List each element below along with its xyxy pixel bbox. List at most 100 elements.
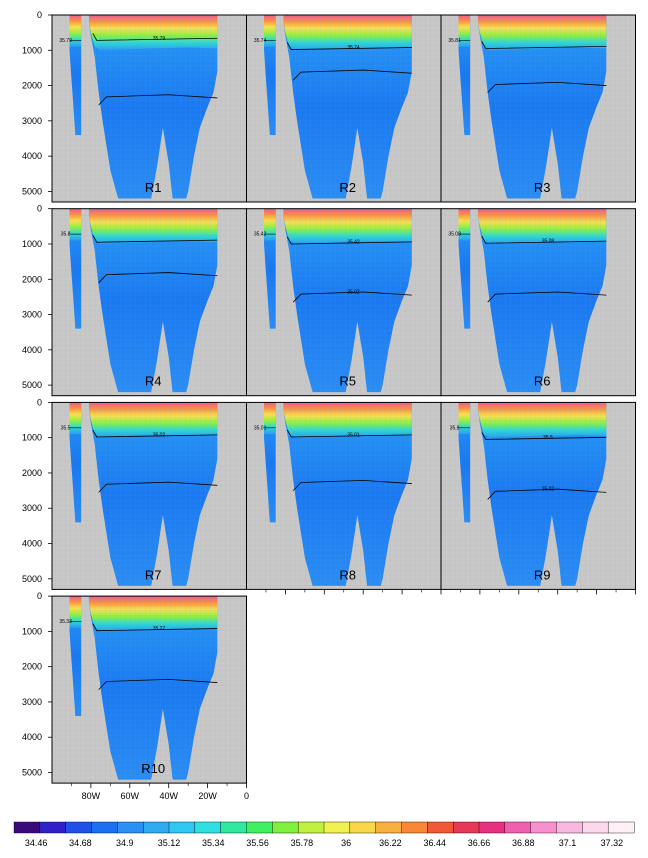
- colorbar-swatch: [246, 821, 273, 834]
- main-basin-grid: [88, 15, 218, 199]
- main-basin-grid: [477, 208, 607, 393]
- contour-label: 35.02: [542, 487, 555, 493]
- panel-r9: 35.8 35.5 35.02 R9: [440, 401, 636, 595]
- contour-lower: [98, 94, 218, 106]
- y-tick-label: 5000: [22, 380, 42, 390]
- contour-lower: [292, 69, 412, 81]
- colorbar-swatch: [375, 821, 402, 834]
- y-tick-label: 2000: [22, 468, 42, 478]
- colorbar-swatch: [194, 821, 222, 834]
- y-tick-label: 2000: [22, 81, 42, 91]
- panel-r5: 35.42 35.42 35.02 R5: [246, 208, 442, 397]
- colorbar-swatch: [556, 821, 583, 834]
- contour-upper: [481, 236, 607, 244]
- colorbar-swatch: [168, 821, 196, 834]
- contour-lower: [98, 272, 218, 284]
- contour-label: 35.08: [542, 239, 555, 245]
- y-tick-label: 0: [37, 10, 42, 20]
- contour-lower: [292, 479, 412, 491]
- west-basin-surface: [264, 208, 276, 241]
- west-basin-surface: [69, 15, 82, 47]
- contour-lower: [292, 291, 412, 303]
- y-tick-label: 1000: [22, 626, 42, 636]
- contour-label: 35.08: [448, 232, 461, 238]
- panel-label: R10: [141, 761, 165, 776]
- contour-lower: [487, 81, 607, 93]
- panels-group: 35.79 35.79R101000200030004000500035.7435…: [22, 10, 636, 801]
- contour-label: 35.5: [61, 425, 71, 431]
- colorbar-swatch: [272, 821, 299, 834]
- contour-upper: [481, 432, 607, 440]
- y-tick-label: 4000: [22, 539, 42, 549]
- contour-upper: [286, 42, 412, 50]
- colorbar-swatch: [142, 821, 170, 834]
- contour-upper: [92, 429, 218, 438]
- colorbar-swatch: [91, 821, 118, 834]
- contour-lower: [487, 488, 607, 500]
- colorbar-label: 34.46: [25, 838, 48, 848]
- y-tick-label: 0: [37, 591, 42, 601]
- panel-label: R2: [339, 180, 356, 195]
- west-basin-surface: [458, 15, 471, 47]
- panel-label: R4: [145, 374, 162, 389]
- colorbar-swatch: [427, 821, 454, 834]
- colorbar-swatch: [39, 821, 67, 834]
- colorbar-swatch: [220, 821, 247, 834]
- colorbar-swatch: [117, 821, 144, 834]
- colorbar-swatch: [65, 821, 92, 834]
- panel-frame: [440, 14, 636, 203]
- y-tick-label: 2000: [22, 662, 42, 672]
- contour-upper: [481, 41, 607, 49]
- y-tick-label: 5000: [22, 574, 42, 584]
- colorbar-label: 36.22: [379, 838, 402, 848]
- colorbar-swatch: [452, 821, 480, 834]
- contour-label: 35.8: [61, 232, 71, 238]
- contour-label: 35.81: [448, 38, 461, 44]
- main-basin-grid: [477, 15, 607, 199]
- x-tick-label: 0: [244, 791, 249, 801]
- colorbar-swatch: [530, 821, 557, 834]
- contour-upper: [286, 429, 412, 438]
- panel-r7: 35.5 35.02 R7 0 1000 2000 3000 4000 5000: [22, 397, 247, 590]
- main-basin-grid: [88, 402, 218, 586]
- contour-label: 35.74: [347, 45, 360, 51]
- panel-r1: 35.79 35.79 R1 0 1000 2000 3000 4000 5000: [22, 10, 247, 203]
- colorbar-label: 36.44: [423, 838, 446, 848]
- colorbar-swatch: [582, 821, 609, 834]
- west-basin-surface: [264, 402, 276, 435]
- main-basin-grid: [283, 402, 412, 586]
- panel-r4: 35.8 R4 0 1000 2000 3000 4000 5000: [22, 204, 247, 397]
- y-tick-label: 0: [37, 204, 42, 214]
- colorbar-swatch: [401, 821, 428, 834]
- panel-label: R8: [339, 567, 356, 582]
- y-tick-label: 1000: [22, 45, 42, 55]
- contour-label: 35.02: [153, 432, 166, 438]
- panel-r6: 35.08 35.08 R6: [440, 208, 636, 397]
- panel-label: R9: [534, 567, 551, 582]
- colorbar-label: 34.9: [116, 838, 134, 848]
- contour-label: 35.5: [543, 435, 553, 441]
- x-tick-label: 40W: [159, 791, 178, 801]
- x-tick-label: 80W: [82, 791, 101, 801]
- y-tick-label: 3000: [22, 116, 42, 126]
- contour-label: 35.42: [347, 239, 360, 245]
- colorbar-label: 34.68: [69, 838, 92, 848]
- colorbar-swatch: [13, 821, 41, 834]
- panel-r10: 35.33 35.27 R10 0 1000 2000 3000 4000 5000 80W 60W…: [22, 591, 249, 801]
- colorbar: 34.46 34.68 34.9 35.12 35.34 35.56 35.78 36 36.2…: [13, 821, 635, 848]
- contour-label: 35.8: [450, 425, 460, 431]
- colorbar-label: 35.12: [158, 838, 181, 848]
- panel-label: R5: [339, 374, 356, 389]
- panel-label: R3: [534, 180, 551, 195]
- panel-r2: 35.74 35.74 R2: [246, 14, 442, 203]
- contour-label: 35.74: [254, 38, 267, 44]
- contour-upper: [92, 234, 218, 243]
- y-tick-label: 2000: [22, 274, 42, 284]
- contour-upper: [92, 33, 218, 41]
- panel-r8: 35.01 35.01 R8: [246, 401, 442, 595]
- contour-label: 35.01: [347, 432, 360, 438]
- colorbar-label: 36.66: [468, 838, 491, 848]
- colorbar-label: 37.32: [601, 838, 624, 848]
- y-tick-label: 4000: [22, 732, 42, 742]
- panel-frame: [440, 208, 636, 397]
